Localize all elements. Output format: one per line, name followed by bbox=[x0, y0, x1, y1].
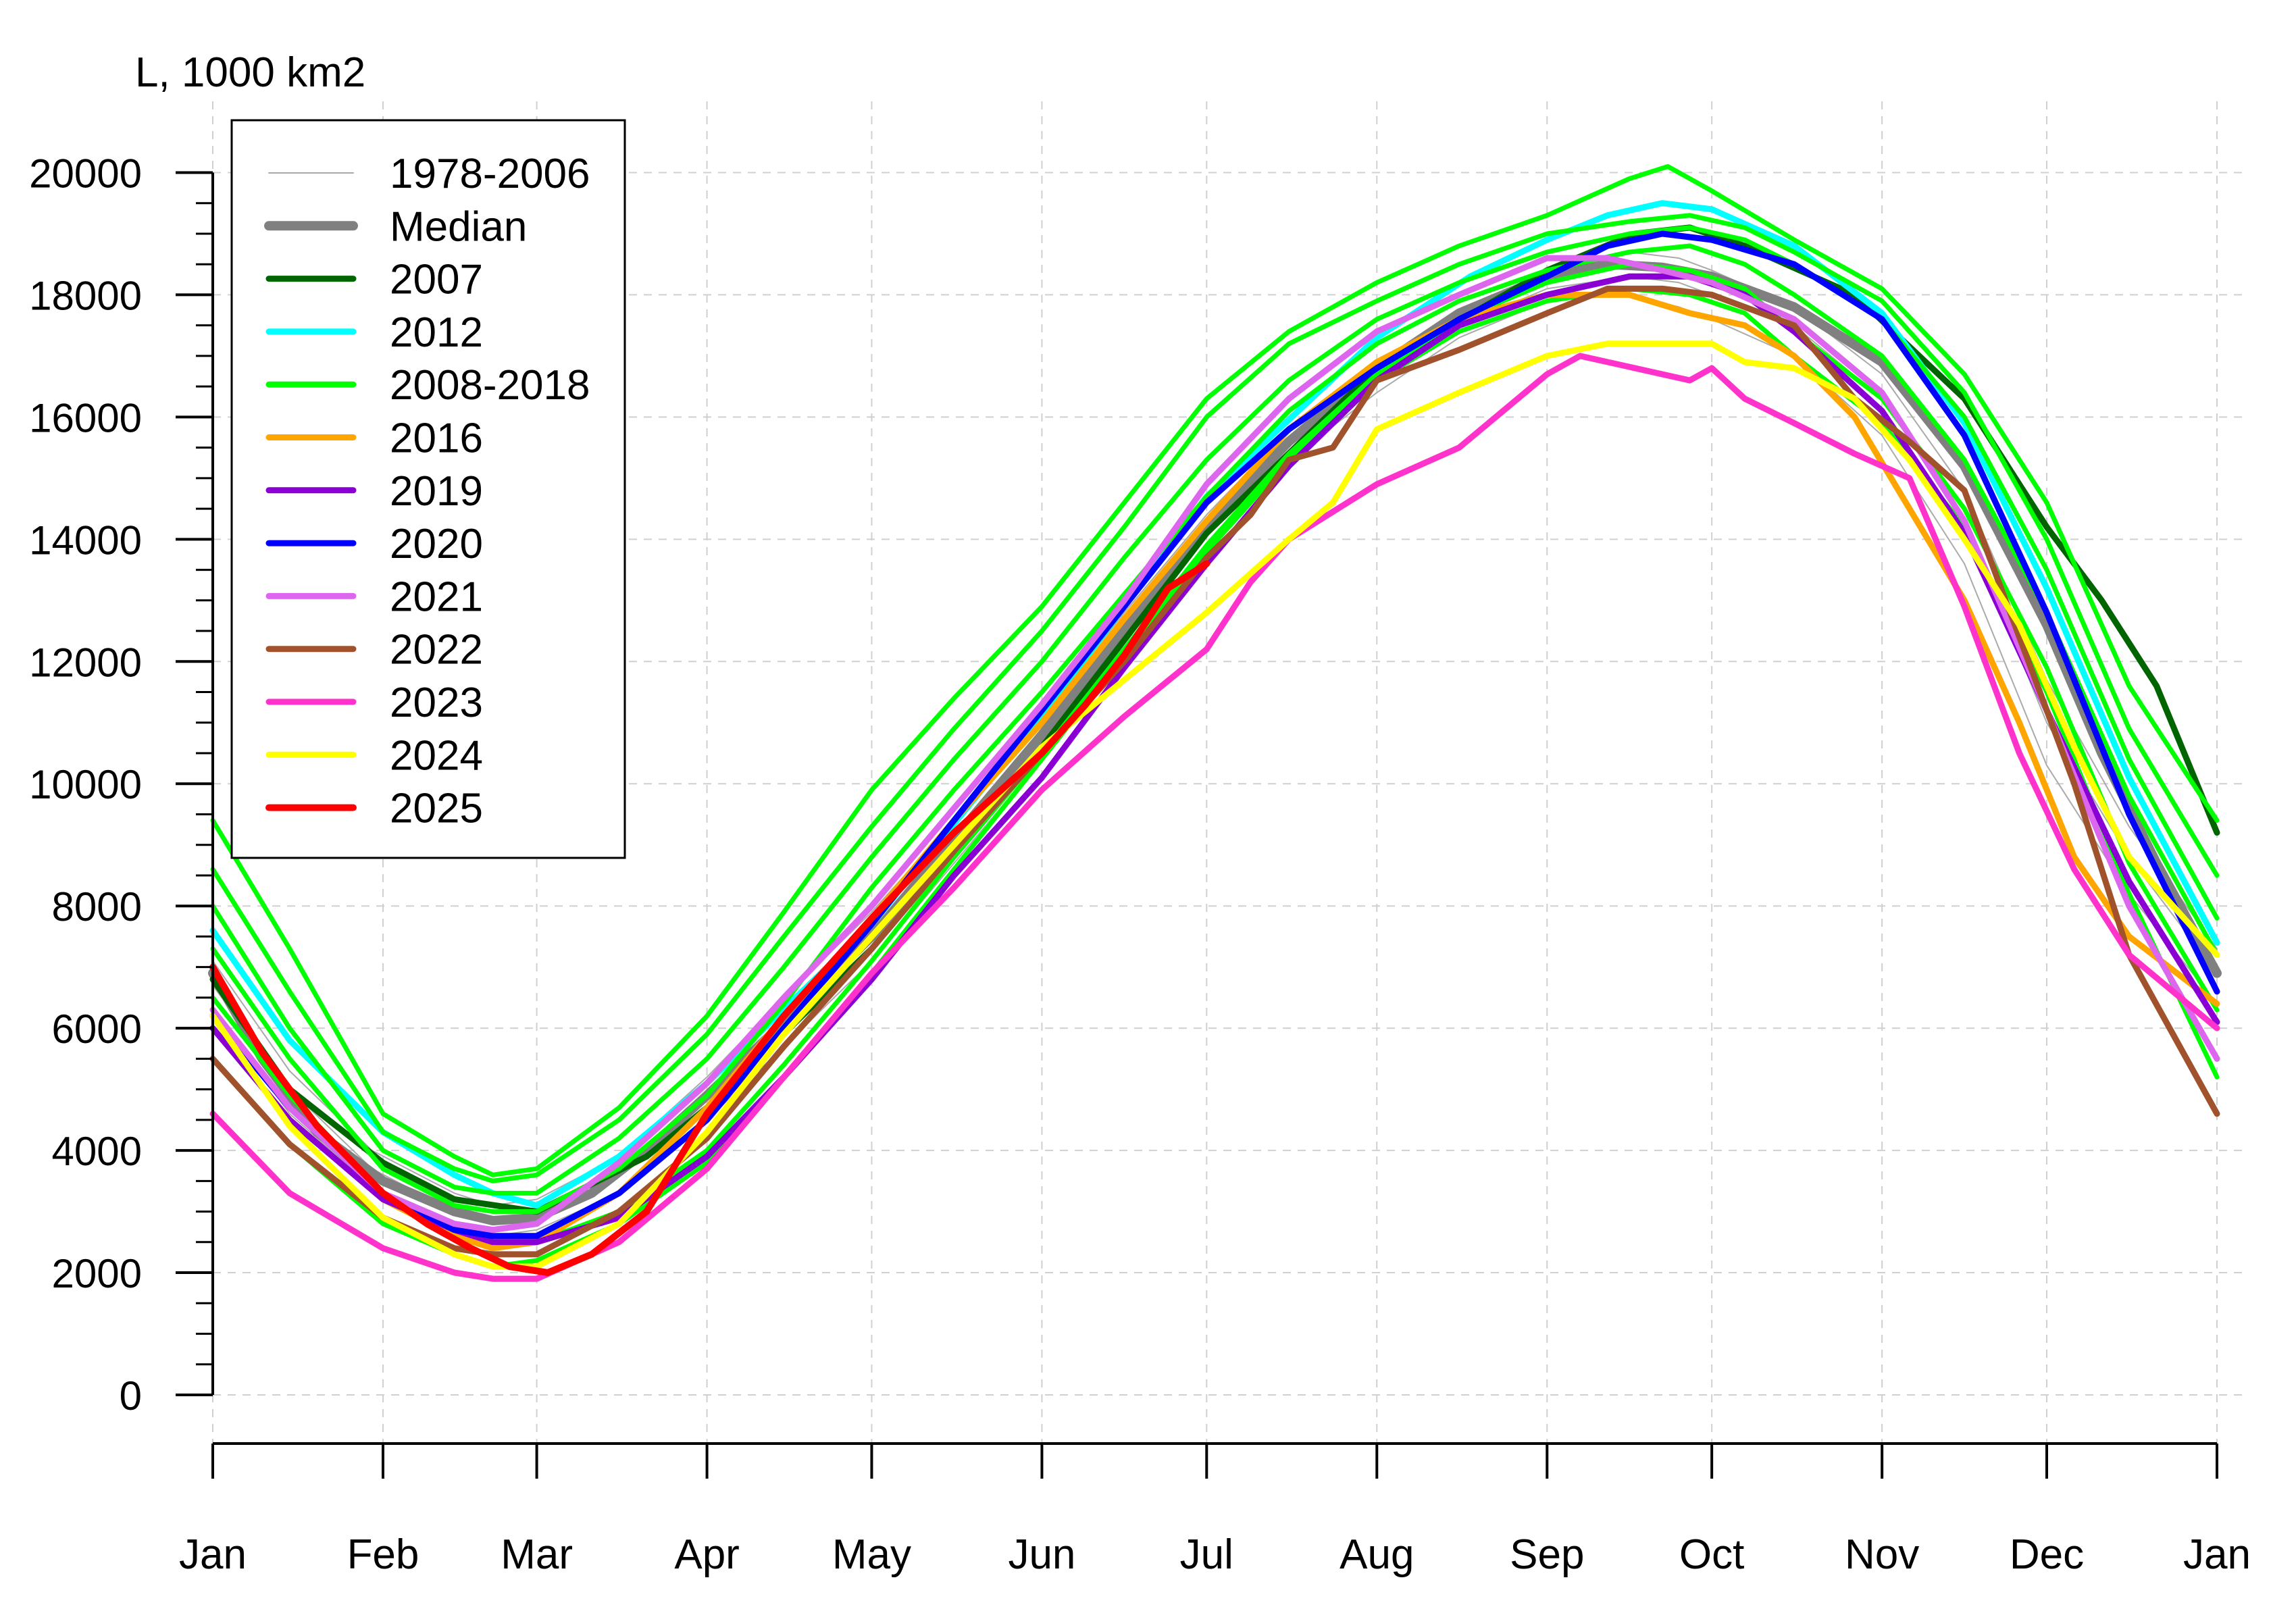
x-tick-label: Oct bbox=[1679, 1531, 1744, 1578]
series-line-2020 bbox=[209, 230, 2220, 1240]
y-axis-label: L, 1000 km2 bbox=[135, 49, 365, 96]
legend-label: 2022 bbox=[390, 627, 483, 673]
legend-label: 2020 bbox=[390, 521, 483, 567]
series-line-2008-2018 bbox=[210, 163, 2220, 1177]
x-tick-label: Feb bbox=[347, 1531, 419, 1578]
legend-label: 2023 bbox=[390, 680, 483, 726]
y-tick-label: 8000 bbox=[52, 884, 142, 929]
series-line-1978-2006 bbox=[212, 251, 2218, 1206]
legend-label: 2025 bbox=[390, 786, 483, 832]
x-tick-label: May bbox=[832, 1531, 911, 1578]
y-tick-label: 18000 bbox=[29, 273, 142, 318]
y-tick-label: 10000 bbox=[29, 762, 142, 807]
axes: 0 2000 4000 6000 8000 10000 12000 14000 16000 180… bbox=[29, 151, 2251, 1578]
series-line-2008-2018 bbox=[210, 243, 2220, 1215]
series-line-2008-2018 bbox=[210, 213, 2220, 1183]
y-tick-label: 16000 bbox=[29, 395, 142, 440]
legend: 1978-2006 Median 2007 2012 2008-2018 2016 2019… bbox=[230, 119, 626, 859]
x-tick-label: Mar bbox=[501, 1531, 573, 1578]
y-tick-label: 14000 bbox=[29, 517, 142, 563]
data-lines bbox=[208, 163, 2222, 1282]
x-tick-label: Jun bbox=[1008, 1531, 1075, 1578]
y-tick-label: 4000 bbox=[52, 1129, 142, 1174]
y-tick-label: 6000 bbox=[52, 1006, 142, 1052]
x-tick-label: Apr bbox=[674, 1531, 739, 1578]
legend-label: 2021 bbox=[390, 573, 483, 620]
series-line-Median bbox=[208, 259, 2222, 1226]
x-tick-label: Jan bbox=[2183, 1531, 2251, 1578]
legend-label: 1978-2006 bbox=[390, 151, 590, 197]
legend-label: 2007 bbox=[390, 257, 483, 303]
series-line-2022 bbox=[209, 285, 2220, 1258]
x-tick-label: Dec bbox=[2010, 1531, 2084, 1578]
legend-label: 2019 bbox=[390, 468, 483, 515]
series-line-2025 bbox=[209, 560, 1210, 1276]
y-tick-label: 0 bbox=[120, 1373, 142, 1419]
legend-label: 2012 bbox=[390, 309, 483, 356]
x-tick-label: Nov bbox=[1845, 1531, 1919, 1578]
y-tick-label: 20000 bbox=[29, 151, 142, 196]
series-line-2021 bbox=[209, 255, 2220, 1233]
y-tick-label: 2000 bbox=[52, 1251, 142, 1296]
legend-label: Median bbox=[390, 203, 527, 250]
x-tick-label: Aug bbox=[1340, 1531, 1414, 1578]
legend-label: 2008-2018 bbox=[390, 362, 590, 409]
x-tick-label: Jul bbox=[1180, 1531, 1233, 1578]
x-tick-label: Jan bbox=[179, 1531, 247, 1578]
legend-label: 2024 bbox=[390, 732, 483, 779]
legend-label: 2016 bbox=[390, 415, 483, 462]
x-tick-label: Sep bbox=[1510, 1531, 1584, 1578]
y-tick-label: 12000 bbox=[29, 640, 142, 685]
series-line-2024 bbox=[209, 340, 2220, 1270]
